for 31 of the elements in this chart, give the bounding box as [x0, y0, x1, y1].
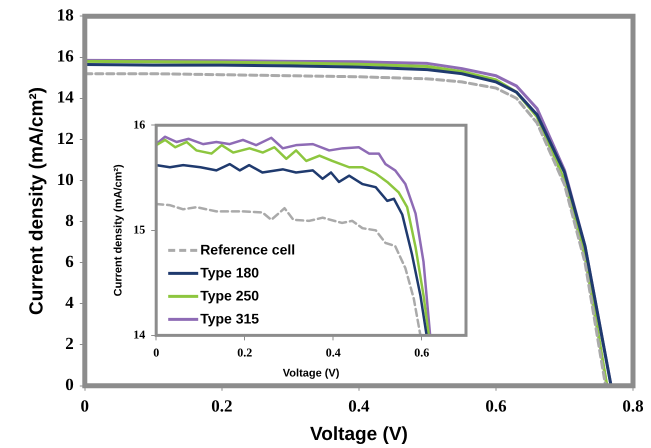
y-axis-title: Current density (mA/cm²)	[112, 164, 125, 296]
x-tick-label: 0	[80, 396, 90, 416]
x-axis-title: Voltage (V)	[282, 367, 340, 380]
y-tick-label: 16	[133, 117, 146, 132]
y-tick-label: 16	[56, 46, 74, 66]
x-tick-label: 0.6	[414, 346, 430, 360]
legend-label: Type 180	[200, 264, 260, 280]
y-tick-label: 0	[65, 375, 74, 394]
y-tick-label: 18	[56, 6, 74, 25]
x-tick-label: 0.8	[622, 396, 644, 416]
y-tick-label: 10	[56, 170, 74, 189]
y-tick-label: 14	[133, 327, 146, 342]
legend-label: Type 315	[200, 310, 260, 326]
x-tick-label: 0.4	[326, 346, 341, 360]
y-tick-label: 4	[65, 293, 74, 312]
x-tick-label: 0.4	[348, 396, 370, 416]
y-tick-label: 15	[133, 222, 146, 236]
x-axis-title: Voltage (V)	[310, 424, 408, 445]
y-tick-label: 14	[56, 88, 74, 107]
line-series	[156, 202, 422, 336]
y-axis-title: Current density (mA/cm²)	[26, 86, 48, 316]
legend-label: Reference cell	[200, 241, 296, 258]
legend-label: Type 250	[200, 287, 260, 304]
y-tick-label: 2	[65, 334, 74, 354]
y-tick-label: 12	[56, 128, 74, 148]
x-tick-label: 0.2	[211, 396, 232, 416]
y-tick-label: 8	[65, 210, 74, 230]
x-tick-label: 0	[153, 346, 160, 360]
x-tick-label: 0.6	[485, 396, 507, 416]
x-tick-label: 0.2	[237, 346, 252, 360]
y-tick-label: 6	[65, 252, 74, 271]
